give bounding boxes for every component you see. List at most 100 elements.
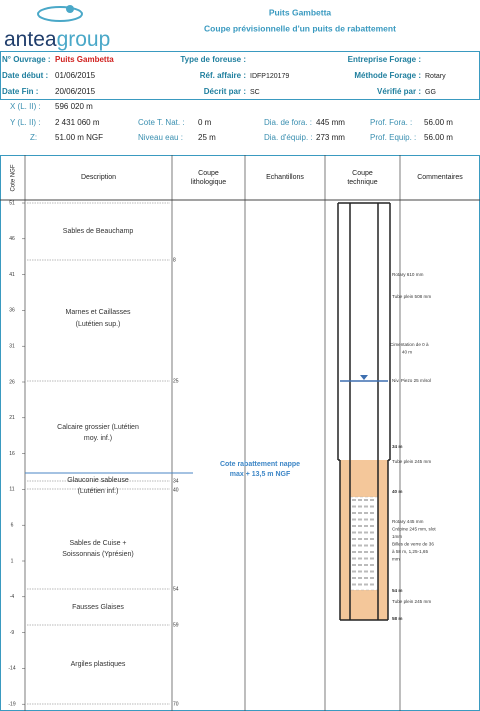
- coord-label: Y (L. II) :: [10, 118, 41, 127]
- cote-label: -9: [10, 630, 15, 636]
- comment: Tube plein 245 mm: [392, 459, 431, 464]
- info-label: Méthode Forage :: [354, 71, 421, 80]
- layer-description: Soissonnais (Yprésien): [62, 551, 133, 558]
- layer-description: Sables de Beauchamp: [63, 228, 134, 235]
- subtitle: Coupe prévisionnelle d'un puits de rabat…: [204, 23, 396, 33]
- column-header: lithologique: [191, 179, 227, 186]
- layer-description: (Lutétien inf.): [78, 488, 119, 495]
- logo-part: antea: [4, 28, 57, 51]
- coord-value: 0 m: [198, 118, 212, 127]
- comment: Rotary 610 mm: [392, 272, 424, 277]
- column-header: Echantillons: [266, 174, 304, 181]
- info-label: Décrit par :: [204, 87, 246, 96]
- layer-description: Calcaire grossier (Lutétien: [57, 424, 139, 431]
- info-value: IDFP120179: [250, 73, 289, 80]
- info-value: Rotary: [425, 73, 446, 80]
- comment: 54 m: [392, 588, 402, 593]
- coord-value: 56.00 m: [424, 118, 453, 127]
- cote-label: 41: [9, 272, 15, 278]
- comment: Tube plein 245 mm: [392, 599, 431, 604]
- coord-label: Niveau eau :: [138, 133, 183, 142]
- coord-label: Prof. Fora. :: [370, 118, 412, 127]
- cement: [340, 205, 388, 460]
- comment: 40 m: [402, 350, 412, 355]
- layer-description: moy. inf.): [84, 435, 112, 442]
- comment: Rotary 445 mm: [392, 519, 424, 524]
- logo-part: group: [57, 28, 111, 51]
- info-label: Date Fin :: [2, 87, 38, 96]
- comment: 1mm: [392, 534, 402, 539]
- coord-value: 51.00 m NGF: [55, 133, 103, 142]
- info-label: Entreprise Forage :: [348, 55, 421, 64]
- comment: 34 m: [392, 444, 402, 449]
- layer-description: Marnes et Caillasses: [66, 309, 131, 316]
- comment: Crépine 245 mm, slot: [392, 527, 436, 532]
- info-label: Réf. affaire :: [200, 71, 246, 80]
- layer-depth: 40: [173, 487, 179, 493]
- title: Puits Gambetta: [269, 7, 332, 17]
- coord-label: Cote T. Nat. :: [138, 118, 185, 127]
- info-value: 01/06/2015: [55, 71, 96, 80]
- info-label: N° Ouvrage :: [2, 55, 51, 64]
- comment: Niv. Piezo 25 m/sol: [392, 378, 431, 383]
- nappe-label: max + 13,5 m NGF: [230, 471, 291, 478]
- logo: anteagroup: [4, 5, 110, 51]
- coord-value: 2 431 060 m: [55, 118, 100, 127]
- layer-depth: 25: [173, 378, 179, 384]
- coord-label: Prof. Equip. :: [370, 133, 416, 142]
- cote-label: 1: [11, 558, 14, 564]
- nappe-label: Cote rabattement nappe: [220, 461, 300, 468]
- layer-depth: 8: [173, 257, 176, 263]
- cote-label: 26: [9, 379, 15, 385]
- comment: Cimentation de 0 à: [390, 342, 429, 347]
- column-header: Coupe: [198, 170, 219, 177]
- info-label: Date début :: [2, 71, 48, 80]
- layer-depth: 54: [173, 586, 179, 592]
- coord-value: 273 mm: [316, 133, 345, 142]
- table-frame: [0, 155, 480, 711]
- layer-description: Sables de Cuise +: [69, 540, 126, 547]
- water-mark: [360, 375, 368, 380]
- coord-value: 445 mm: [316, 118, 345, 127]
- info-value: 20/06/2015: [55, 87, 96, 96]
- layer-depth: 34: [173, 478, 179, 484]
- coord-value: 596 020 m: [55, 102, 93, 111]
- info-value: Puits Gambetta: [55, 55, 114, 64]
- cote-label: 11: [9, 487, 14, 493]
- cote-label: 16: [9, 451, 15, 457]
- coord-label: Dia. d'équip. :: [264, 133, 313, 142]
- info-label: Type de foreuse :: [180, 55, 246, 64]
- layer-depth: 59: [173, 622, 179, 628]
- cote-label: -4: [10, 594, 15, 600]
- column-rules: [24, 155, 401, 711]
- comment: Tube plein 508 mm: [392, 294, 431, 299]
- layer-description: Argiles plastiques: [71, 661, 126, 668]
- layer-description: Glauconie sableuse: [67, 477, 129, 484]
- logo-text: anteagroup: [4, 28, 110, 51]
- content: N° Ouvrage : Puits Gambetta Type de foreus…: [2, 55, 463, 707]
- column-header: Commentaires: [417, 174, 463, 181]
- cote-label: 46: [9, 236, 15, 242]
- cote-label: 36: [9, 308, 15, 314]
- layer-depth: 70: [173, 701, 179, 707]
- comment: 58 m: [392, 616, 402, 621]
- comment: mm: [392, 557, 400, 562]
- cote-label: 31: [9, 344, 15, 350]
- logo-swoosh: [37, 6, 83, 22]
- comment: à 58 m, 1,25-1,65: [392, 549, 428, 554]
- cote-label: 51: [9, 200, 15, 206]
- coord-value: 56.00 m: [424, 133, 453, 142]
- cote-label: 6: [11, 523, 14, 529]
- column-header: Coupe: [352, 170, 373, 177]
- coord-label: Dia. de fora. :: [264, 118, 312, 127]
- cote-label: -14: [8, 666, 15, 672]
- info-label: Vérifié par :: [377, 87, 421, 96]
- layer-description: (Lutétien sup.): [76, 321, 121, 328]
- cote-label: 21: [9, 415, 15, 421]
- coord-value: 25 m: [198, 133, 216, 142]
- info-value: SC: [250, 89, 260, 96]
- screen: [349, 496, 379, 591]
- comment: 40 m: [392, 489, 402, 494]
- logo-dot: [66, 5, 74, 13]
